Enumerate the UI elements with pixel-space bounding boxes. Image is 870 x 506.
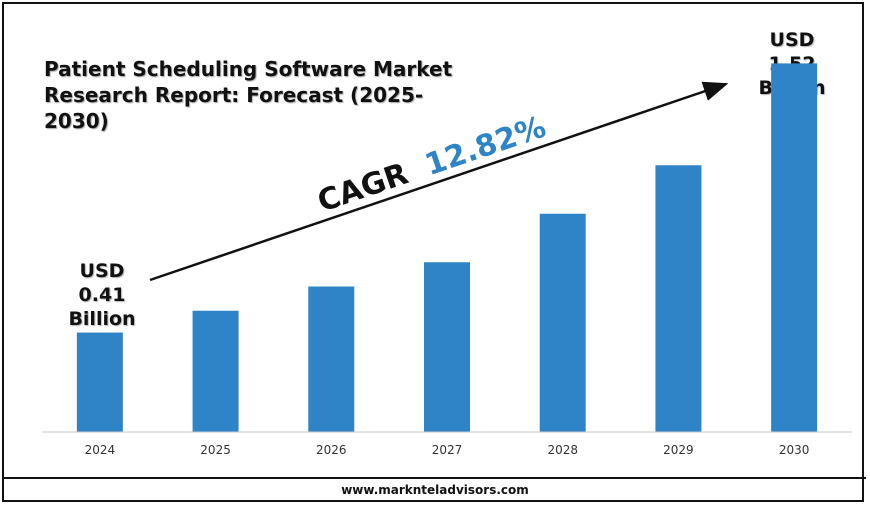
bar-2028 (539, 213, 586, 432)
last-value-currency: USD (769, 29, 815, 51)
x-tick-label-2028: 2028 (547, 443, 578, 457)
bar-2026 (308, 286, 355, 432)
x-tick-label-2027: 2027 (432, 443, 463, 457)
bar-chart: 2024 2025 2026 2027 2028 2029 2030 CAGR 12.82% (42, 63, 852, 457)
cagr-value: 12.82% (421, 110, 551, 183)
bar-2027 (424, 262, 470, 432)
x-tick-label-2030: 2030 (779, 443, 810, 457)
bar-2029 (655, 165, 702, 432)
chart-title: Patient Scheduling Software Market Resea… (44, 57, 453, 133)
first-value-currency: USD (79, 260, 125, 282)
first-value-unit: Billion (68, 308, 136, 330)
cagr-annotation: CAGR 12.82% (313, 110, 550, 220)
first-value-number: 0.41 (78, 284, 126, 306)
footer-url: www.marknteladvisors.com (341, 483, 529, 497)
cagr-label: CAGR (313, 156, 412, 219)
first-value-label: USD 0.41 Billion (52, 259, 152, 331)
bar-2025 (192, 310, 239, 432)
x-tick-label-2026: 2026 (316, 443, 347, 457)
bar-2030 (771, 63, 818, 433)
bar-2024 (76, 332, 123, 432)
footer-divider (4, 477, 866, 479)
x-tick-label-2029: 2029 (663, 443, 694, 457)
x-tick-label-2025: 2025 (200, 443, 231, 457)
trend-arrow (149, 81, 729, 282)
x-tick-label-2024: 2024 (85, 443, 116, 457)
